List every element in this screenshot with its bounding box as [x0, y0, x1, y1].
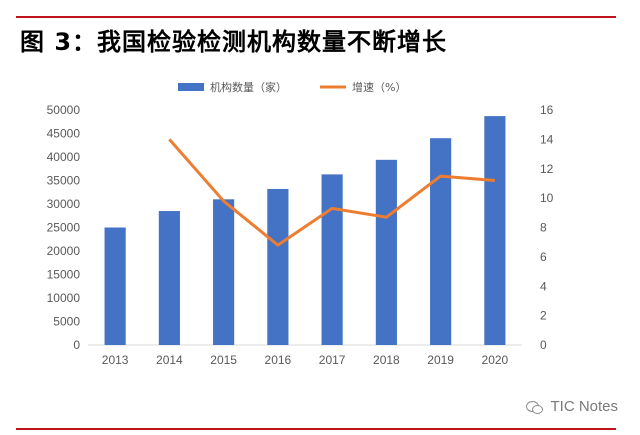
- y-right-tick-label: 2: [540, 309, 547, 323]
- x-tick-label: 2013: [102, 353, 129, 367]
- y-left-tick-label: 20000: [47, 244, 81, 258]
- y-right-tick-label: 6: [540, 250, 547, 264]
- figure-title: 图 3：我国检验检测机构数量不断增长: [20, 28, 448, 56]
- x-tick-label: 2020: [482, 353, 509, 367]
- legend-label-line: 增速（%）: [352, 80, 406, 94]
- x-tick-label: 2018: [373, 353, 400, 367]
- y-left-tick-label: 30000: [47, 197, 81, 211]
- y-left-tick-label: 15000: [47, 268, 81, 282]
- legend-swatch-bars: [178, 83, 204, 91]
- bar-2020: [484, 116, 506, 345]
- x-tick-label: 2014: [156, 353, 183, 367]
- y-right-tick-label: 8: [540, 221, 547, 235]
- bar-2013: [104, 227, 126, 345]
- y-right-tick-label: 14: [540, 132, 554, 146]
- y-left-tick-label: 50000: [47, 103, 81, 117]
- y-right-tick-label: 0: [540, 338, 547, 352]
- y-left-tick-label: 0: [73, 338, 80, 352]
- bar-2014: [158, 211, 180, 345]
- y-right-tick-label: 10: [540, 191, 554, 205]
- x-tick-label: 2015: [210, 353, 237, 367]
- y-right-tick-label: 16: [540, 103, 554, 117]
- bottom-divider: [16, 428, 616, 430]
- bar-2016: [267, 188, 289, 345]
- y-left-tick-label: 45000: [47, 127, 81, 141]
- y-left-tick-label: 35000: [47, 174, 81, 188]
- y-right-tick-label: 12: [540, 162, 554, 176]
- bar-series: [104, 116, 506, 345]
- x-axis: 2013 2014 2015 2016 2017 2018 2019 2020: [102, 353, 509, 367]
- x-tick-label: 2017: [319, 353, 346, 367]
- legend: 机构数量（家） 增速（%）: [178, 80, 406, 94]
- wechat-icon: [526, 400, 544, 414]
- bar-2017: [321, 174, 343, 345]
- x-tick-label: 2016: [265, 353, 292, 367]
- bar-2018: [375, 159, 397, 345]
- y-left-tick-label: 10000: [47, 291, 81, 305]
- watermark: TIC Notes: [526, 398, 618, 415]
- right-axis: 0 2 4 6 8 10 12 14 16: [540, 103, 554, 352]
- y-right-tick-label: 4: [540, 279, 547, 293]
- line-series: [168, 138, 495, 247]
- x-tick-label: 2019: [427, 353, 454, 367]
- left-axis: 0 5000 10000 15000 20000 25000 30000 35000 40000…: [47, 103, 81, 352]
- top-divider: [16, 16, 616, 18]
- watermark-text: TIC Notes: [550, 398, 618, 415]
- y-left-tick-label: 40000: [47, 150, 81, 164]
- y-left-tick-label: 5000: [53, 315, 80, 329]
- bar-2015: [213, 199, 235, 345]
- y-left-tick-label: 25000: [47, 221, 81, 235]
- legend-label-bars: 机构数量（家）: [210, 80, 287, 94]
- bar-2019: [430, 138, 452, 345]
